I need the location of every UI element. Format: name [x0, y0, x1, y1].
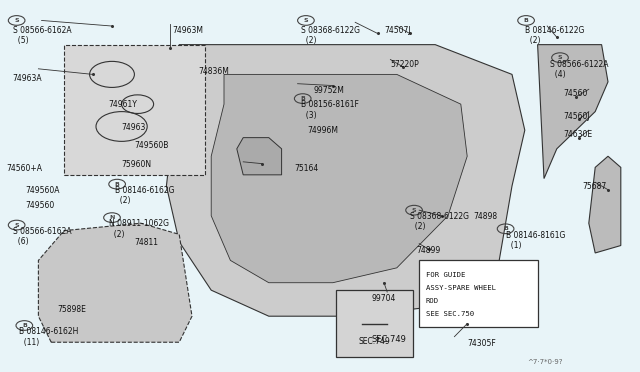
Text: 74507J: 74507J — [384, 26, 411, 35]
Text: B: B — [300, 96, 305, 101]
Text: N: N — [109, 215, 115, 220]
Bar — [64, 45, 205, 175]
Text: 74963A: 74963A — [13, 74, 42, 83]
Text: 74836M: 74836M — [198, 67, 229, 76]
Text: 74996M: 74996M — [307, 126, 338, 135]
Bar — [336, 290, 413, 357]
Text: B: B — [22, 323, 27, 328]
Bar — [419, 260, 538, 327]
Text: 749560: 749560 — [26, 201, 55, 210]
Text: S: S — [14, 222, 19, 228]
Text: 74630E: 74630E — [563, 130, 593, 139]
Text: 74305F: 74305F — [467, 339, 496, 347]
Text: S 08566-6162A
  (5): S 08566-6162A (5) — [13, 26, 72, 45]
Polygon shape — [38, 223, 192, 342]
Text: S: S — [557, 55, 563, 60]
Text: B 08146-6122G
  (2): B 08146-6122G (2) — [525, 26, 584, 45]
Text: 749560A: 749560A — [26, 186, 60, 195]
Text: 75960N: 75960N — [122, 160, 152, 169]
Text: N 08911-1062G
  (2): N 08911-1062G (2) — [109, 219, 169, 239]
Text: ^7·7*0·9?: ^7·7*0·9? — [528, 359, 563, 365]
Text: FOR GUIDE: FOR GUIDE — [426, 272, 465, 278]
Polygon shape — [589, 156, 621, 253]
Polygon shape — [538, 45, 608, 179]
Text: B 08146-6162H
  (11): B 08146-6162H (11) — [19, 327, 79, 347]
Text: S: S — [14, 18, 19, 23]
Text: SEC.749: SEC.749 — [358, 337, 390, 346]
Text: 74963: 74963 — [122, 123, 146, 132]
Text: 74560+A: 74560+A — [6, 164, 42, 173]
Text: 74961Y: 74961Y — [109, 100, 138, 109]
Text: SEE SEC.750: SEE SEC.750 — [426, 311, 474, 317]
Text: 57220P: 57220P — [390, 60, 419, 68]
Polygon shape — [237, 138, 282, 175]
Text: 74898: 74898 — [474, 212, 498, 221]
Text: 74560: 74560 — [563, 89, 588, 98]
Text: 74963M: 74963M — [173, 26, 204, 35]
Text: S 08566-6122A
  (4): S 08566-6122A (4) — [550, 60, 609, 79]
Text: B: B — [503, 226, 508, 231]
Text: B: B — [524, 18, 529, 23]
Polygon shape — [166, 45, 525, 316]
Text: 74811: 74811 — [134, 238, 159, 247]
Text: S: S — [303, 18, 308, 23]
Text: B: B — [115, 182, 120, 187]
Polygon shape — [211, 74, 467, 283]
Text: 99704: 99704 — [371, 294, 396, 303]
Text: 74560J: 74560J — [563, 112, 590, 121]
Text: S: S — [412, 208, 417, 213]
Text: 75898E: 75898E — [58, 305, 86, 314]
Text: B 08146-6162G
  (2): B 08146-6162G (2) — [115, 186, 175, 205]
Text: B 08146-8161G
  (1): B 08146-8161G (1) — [506, 231, 565, 250]
Text: 99752M: 99752M — [314, 86, 344, 94]
Text: 75164: 75164 — [294, 164, 319, 173]
Text: 749560B: 749560B — [134, 141, 169, 150]
Text: S 08368-6122G
  (2): S 08368-6122G (2) — [410, 212, 468, 231]
Text: SEC.749: SEC.749 — [371, 335, 406, 344]
Text: 74899: 74899 — [416, 246, 440, 254]
Text: 75687: 75687 — [582, 182, 607, 191]
Text: ROD: ROD — [426, 298, 439, 304]
Text: ASSY-SPARE WHEEL: ASSY-SPARE WHEEL — [426, 285, 495, 291]
Text: S 08566-6162A
  (6): S 08566-6162A (6) — [13, 227, 72, 246]
Text: S 08368-6122G
  (2): S 08368-6122G (2) — [301, 26, 360, 45]
Text: B 08156-8161F
  (3): B 08156-8161F (3) — [301, 100, 358, 120]
